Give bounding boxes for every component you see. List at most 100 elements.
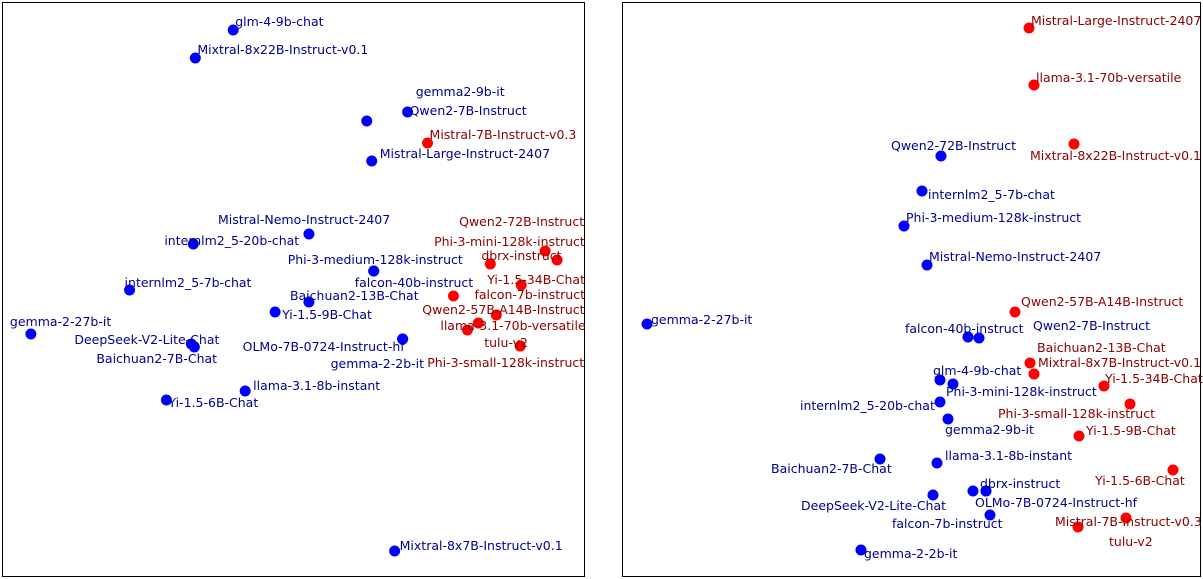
left-label-gemma2-9b-it: gemma2-9b-it [416,84,505,99]
right-label-internlm2-5-7b-chat: internlm2_5-7b-chat [928,187,1055,202]
left-plot-frame [2,2,585,577]
right-point-dbrx-instruct [967,485,979,497]
left-point-mistral-nemo-instruct-2407 [303,228,315,240]
left-label-qwen2-57b-a14b-instruct: Qwen2-57B-A14B-Instruct [422,302,584,317]
left-label-yi-1-5-6b-chat: Yi-1.5-6B-Chat [167,395,258,410]
left-point-baichuan2-13b-chat [303,296,315,308]
right-label-qwen2-7b-instruct: Qwen2-7B-Instruct [1033,318,1150,333]
right-point-gemma-2-2b-it [855,544,867,556]
right-point-llama-3-1-70b-versatile [1028,79,1040,91]
right-label-mistral-large-instruct-2407: Mistral-Large-Instruct-2407 [1031,13,1201,28]
right-label-mistral-nemo-instruct-2407: Mistral-Nemo-Instruct-2407 [929,249,1101,264]
right-point-qwen2-7b-instruct [973,332,985,344]
left-label-deepseek-v2-lite-chat: DeepSeek-V2-Lite-Chat [74,332,219,347]
right-label-mistral-7b-instruct-v0-3: Mistral-7B-Instruct-v0.3 [1055,514,1202,529]
right-label-tulu-v2: tulu-v2 [1109,534,1153,549]
left-point-mixtral-8x7b-instruct-v0-1 [389,545,401,557]
left-point-mixtral-8x22b-instruct-v0-1 [189,52,201,64]
left-point-yi-1-5-9b-chat [269,306,281,318]
left-label-gemma-2-27b-it: gemma-2-27b-it [10,314,111,329]
left-label-phi-3-mini-128k-instruct: Phi-3-mini-128k-instruct [434,234,585,249]
left-label-mixtral-8x22b-instruct-v0-1: Mixtral-8x22B-Instruct-v0.1 [197,42,368,57]
left-point-gemma2-9b-it [361,115,373,127]
right-label-falcon-7b-instruct: falcon-7b-instruct [892,516,1003,531]
right-label-dbrx-instruct: dbrx-instruct [980,476,1060,491]
left-point-phi-3-small-128k-instruct [514,340,526,352]
right-point-phi-3-small-128k-instruct [1124,398,1136,410]
right-point-tulu-v2 [1072,521,1084,533]
right-point-falcon-40b-instruct [962,331,974,343]
right-point-baichuan2-13b-chat [1024,357,1036,369]
right-label-baichuan2-13b-chat: Baichuan2-13B-Chat [1037,340,1166,355]
right-point-glm-4-9b-chat [934,374,946,386]
right-label-mixtral-8x7b-instruct-v0-1: Mixtral-8x7B-Instruct-v0.1 [1038,355,1201,370]
left-point-unlabeled-20 [461,324,473,336]
left-label-llama-3-1-8b-instant: llama-3.1-8b-instant [253,378,380,393]
right-point-gemma-2-27b-it [641,318,653,330]
right-point-mixtral-8x7b-instruct-v0-1 [1028,368,1040,380]
left-label-olmo-7b-0724-instruct-hf: OLMo-7B-0724-Instruct-hf [243,339,406,354]
left-label-mixtral-8x7b-instruct-v0-1: Mixtral-8x7B-Instruct-v0.1 [400,538,563,553]
right-point-mistral-nemo-instruct-2407 [921,259,933,271]
right-point-internlm2-5-7b-chat [916,185,928,197]
left-label-phi-3-small-128k-instruct: Phi-3-small-128k-instruct [427,355,584,370]
right-point-gemma2-9b-it [942,413,954,425]
right-point-internlm2-5-20b-chat [934,396,946,408]
right-label-phi-3-medium-128k-instruct: Phi-3-medium-128k-instruct [906,210,1081,225]
right-label-phi-3-mini-128k-instruct: Phi-3-mini-128k-instruct [946,384,1097,399]
left-label-llama-3-1-70b-versatile: llama-3.1-70b-versatile [440,318,586,333]
right-label-yi-1-5-9b-chat: Yi-1.5-9B-Chat [1085,423,1176,438]
left-label-mistral-7b-instruct-v0-3: Mistral-7B-Instruct-v0.3 [430,127,577,142]
left-point-baichuan2-7b-chat [188,341,200,353]
left-label-internlm2-5-7b-chat: internlm2_5-7b-chat [125,275,252,290]
right-label-olmo-7b-0724-instruct-hf: OLMo-7B-0724-Instruct-hf [975,495,1138,510]
left-point-qwen2-7b-instruct [402,106,414,118]
right-point-yi-1-5-34b-chat [1098,380,1110,392]
left-point-gemma-2-2b-it [397,333,409,345]
left-label-mistral-nemo-instruct-2407: Mistral-Nemo-Instruct-2407 [218,212,390,227]
left-label-falcon-7b-instruct: falcon-7b-instruct [474,287,585,302]
left-label-glm-4-9b-chat: glm-4-9b-chat [235,14,323,29]
right-label-baichuan2-7b-chat: Baichuan2-7B-Chat [771,461,892,476]
left-label-mistral-large-instruct-2407: Mistral-Large-Instruct-2407 [380,146,550,161]
right-point-yi-1-5-6b-chat [1167,464,1179,476]
right-point-mistral-large-instruct-2407 [1023,22,1035,34]
right-point-phi-3-medium-128k-instruct [898,220,910,232]
left-point-falcon-40b-instruct [368,265,380,277]
right-label-gemma-2-27b-it: gemma-2-27b-it [651,312,752,327]
right-point-baichuan2-7b-chat [874,453,886,465]
left-point-gemma-2-27b-it [25,328,37,340]
left-point-falcon-7b-instruct [447,290,459,302]
right-label-internlm2-5-20b-chat: internlm2_5-20b-chat [800,398,935,413]
left-point-glm-4-9b-chat [227,24,239,36]
left-label-yi-1-5-34b-chat: Yi-1.5-34B-Chat [486,272,585,287]
right-point-olmo-7b-0724-instruct-hf [980,485,992,497]
left-point-internlm2-5-7b-chat [124,284,136,296]
right-point-llama-3-1-8b-instant [931,457,943,469]
right-scatter-panel: Mistral-Large-Instruct-2407 llama-3.1-70b… [622,2,1203,577]
left-label-internlm2-5-20b-chat: internlm2_5-20b-chat [164,233,299,248]
right-point-deepseek-v2-lite-chat [927,489,939,501]
left-point-qwen2-57b-a14b-instruct [490,309,502,321]
left-point-llama-3-1-8b-instant [239,385,251,397]
right-label-qwen2-72b-instruct: Qwen2-72B-Instruct [891,138,1016,153]
left-point-dbrx-instruct [484,258,496,270]
left-point-yi-1-5-34b-chat [515,279,527,291]
right-label-mixtral-8x22b-instruct-v0-1: Mixtral-8x22B-Instruct-v0.1 [1030,148,1201,163]
left-label-qwen2-7b-instruct: Qwen2-7B-Instruct [410,103,527,118]
right-point-qwen2-57b-a14b-instruct [1009,306,1021,318]
right-point-mistral-7b-instruct-v0-3 [1120,512,1132,524]
right-label-glm-4-9b-chat: glm-4-9b-chat [933,363,1021,378]
right-plot-frame [622,2,1201,577]
left-point-internlm2-5-20b-chat [187,238,199,250]
right-point-falcon-7b-instruct [984,509,996,521]
right-label-yi-1-5-34b-chat: Yi-1.5-34B-Chat [1104,371,1203,386]
left-point-yi-1-5-6b-chat [160,394,172,406]
right-label-deepseek-v2-lite-chat: DeepSeek-V2-Lite-Chat [801,498,946,513]
right-point-qwen2-72b-instruct [935,150,947,162]
left-point-llama-3-1-70b-versatile [472,317,484,329]
right-label-gemma2-9b-it: gemma2-9b-it [945,422,1034,437]
right-label-falcon-40b-instruct: falcon-40b-instruct [905,321,1024,336]
right-point-phi-3-mini-128k-instruct [947,378,959,390]
